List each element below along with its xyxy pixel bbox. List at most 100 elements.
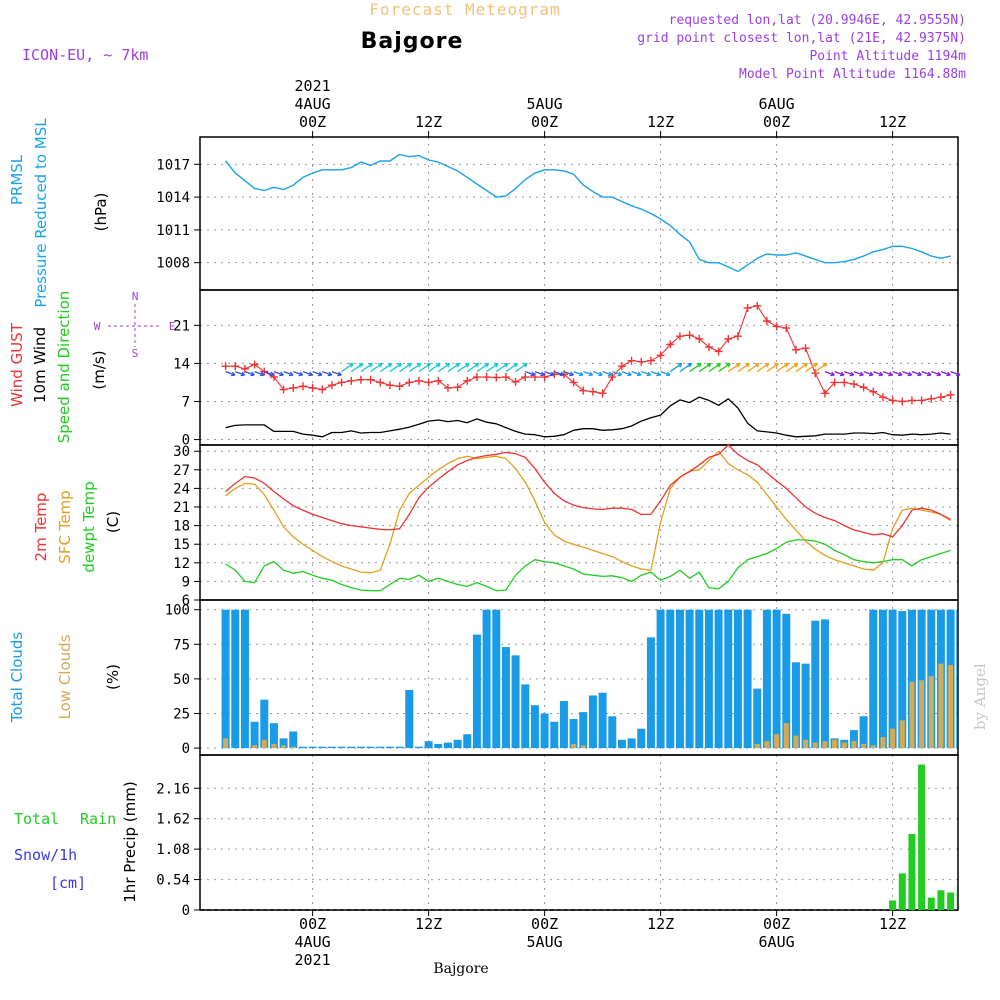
bottom-time-label: 00Z [531,915,558,933]
gust-point-marker [482,373,491,382]
total-clouds-bar [588,695,597,749]
wind-direction-arrow [727,363,741,373]
gust-line [225,305,951,403]
wind-arrow-head [706,362,712,368]
wind-direction-arrow [486,363,499,373]
wind-direction-arrow [621,370,632,376]
gust-point-marker [569,378,578,387]
total-clouds-bar [685,609,694,749]
y-tick-label: 30 [173,444,190,460]
gust-point-marker [820,389,829,398]
wind-direction-arrow [534,370,545,376]
low-clouds-bar [261,739,267,749]
low-clouds-label: Low Clouds [56,634,74,719]
gust-point-marker [424,378,433,387]
gust-point-marker [733,332,742,341]
wind-arrow-head [308,371,313,377]
gust-label: Wind GUST [8,322,26,407]
wind-arrow-head [888,371,893,377]
wind-arrow-head [803,362,808,368]
total-clouds-bar [627,738,636,749]
gust-point-marker [347,376,356,385]
top-time-label: 12Z [879,113,906,131]
clouds-unit: (%) [104,664,122,690]
top-time-label: 2021 [295,77,331,95]
wind-arrow-head [716,362,721,368]
total-rain-label-2: Rain [80,810,116,828]
wind-arrow-head [474,362,480,368]
wind-panel-frame [199,289,959,446]
y-tick-label: 0.54 [156,873,190,889]
total-clouds-bar [656,609,665,749]
y-tick-label: 21 [173,318,190,334]
gust-point-marker [617,362,626,371]
low-clouds-bar [832,739,838,749]
bottom-time-label: 12Z [879,915,906,933]
wind-direction-arrow [863,370,874,376]
total-clouds-bar [347,746,356,749]
low-clouds-bar [754,743,760,749]
wind-direction-arrow [399,363,412,373]
wind-arrow-head [259,371,265,377]
gust-point-marker [656,351,665,360]
wind-direction-arrow [892,370,903,376]
compass-north: N [132,290,139,303]
wind-direction-arrow [669,363,683,373]
total-clouds-bar [366,746,375,749]
wind-direction-arrow [844,370,854,376]
gust-point-marker [443,383,452,392]
total-clouds-bar [753,688,762,749]
total-clouds-bar [811,620,820,749]
total-clouds-bar [540,713,549,749]
y-tick-label: 14 [173,356,190,372]
wind-direction-arrow [805,363,818,373]
wind-direction-arrow [795,363,808,373]
total-clouds-bar [376,746,385,749]
y-tick-label: 18 [173,519,190,535]
wind-direction-arrow [641,370,651,376]
total-clouds-bar [385,746,394,749]
wind-arrow-head [774,362,779,368]
top-time-label: 6AUG [759,95,795,113]
wind-direction-arrow [921,370,932,376]
gust-point-marker [588,387,597,396]
wind-direction-arrow [824,370,835,376]
rain-bar [937,890,945,910]
wind-direction-arrow [379,363,393,373]
wind-arrow-head [317,371,323,377]
gust-point-marker [859,383,868,392]
low-clouds-bar [223,738,229,749]
wind-direction-arrow [776,363,789,373]
low-clouds-bar [271,743,277,749]
wind-direction-arrow [882,370,893,376]
total-clouds-bar [637,728,646,749]
low-clouds-bar [919,680,925,749]
gust-point-marker [279,385,288,394]
rain-bar [918,764,926,910]
wind-direction-arrow [563,370,574,376]
wind-direction-arrow [505,363,518,373]
gust-point-marker [762,317,771,325]
wind-arrow-head [549,371,555,377]
gust-point-marker [463,376,472,385]
wind-direction-arrow [679,363,692,373]
y-tick-label: 1.08 [156,842,190,858]
footer-station: Bajgore [433,961,488,977]
wind-arrow-head [859,371,864,377]
pressure-label-long: Pressure Reduced to MSL [32,118,50,308]
wind-arrow-head [578,371,584,377]
total-clouds-bar [907,609,916,749]
y-tick-label: 0 [182,903,190,919]
total-clouds-bar [695,609,704,749]
wind-direction-arrow [370,363,383,373]
bottom-time-label: 2021 [295,951,331,969]
gust-point-marker [501,373,510,382]
wind-direction-arrow [322,370,332,376]
total-clouds-bar [791,662,800,749]
wind-arrow-head [240,371,246,377]
wind-direction-arrow [447,363,460,373]
gust-point-marker [221,362,230,371]
total-clouds-bar [395,746,404,749]
y-tick-label: 0 [182,433,190,449]
wind-direction-arrow [698,363,712,373]
